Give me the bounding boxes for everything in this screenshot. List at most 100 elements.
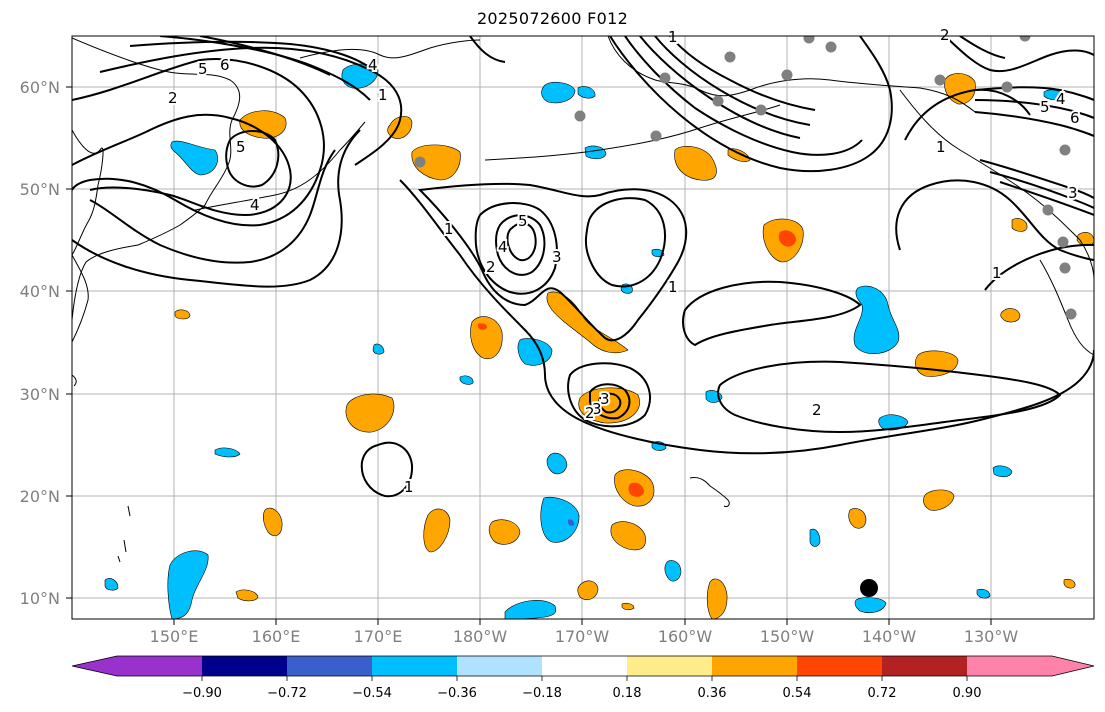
contour-label: 3 [552, 248, 562, 266]
contour-line [598, 392, 622, 414]
contour-line [979, 159, 1094, 199]
contour-label: 1 [992, 264, 1002, 282]
station-marker [724, 51, 736, 63]
colorbar-segment [882, 656, 967, 676]
colorbar-segment [457, 656, 542, 676]
contour-label: 2 [585, 404, 595, 422]
positive-region [848, 508, 867, 529]
lon-label: 170°E [354, 627, 403, 646]
negative-region [170, 140, 219, 176]
negative-region [853, 285, 900, 354]
coastline-aleutian-west [194, 121, 366, 211]
colorbar-segment [372, 656, 457, 676]
colorbar-segment [542, 656, 627, 676]
latitude-labels: 60°N 50°N 40°N 30°N 20°N 10°N [20, 78, 60, 608]
contour-label: 5 [198, 60, 208, 78]
lon-label: 180°W [453, 627, 508, 646]
station-marker [755, 104, 767, 116]
colorbar-tick-label: −0.90 [182, 686, 222, 701]
plot-frame [71, 35, 1095, 620]
coastline-chukotka [299, 39, 481, 59]
contour-line [225, 130, 280, 188]
lon-label: 170°W [555, 627, 610, 646]
coastlines [72, 36, 1094, 563]
lon-label: 130°W [964, 627, 1019, 646]
contour-label: 1 [668, 278, 678, 296]
coastline-alaska [607, 36, 976, 113]
contour-line [959, 36, 1006, 59]
lat-label: 30°N [20, 385, 60, 404]
colorbar-tick-label: −0.18 [522, 686, 562, 701]
station-marker [1042, 204, 1054, 216]
lat-label: 10°N [20, 589, 60, 608]
axis-ticks [66, 86, 992, 625]
negative-region [664, 560, 682, 582]
station-marker [712, 95, 724, 107]
lon-label: 140°W [862, 627, 917, 646]
contour-label: 4 [1056, 90, 1066, 108]
negative-region [878, 414, 909, 431]
positive-region [345, 393, 395, 433]
contour-label: 3 [600, 390, 610, 408]
positive-region [411, 144, 461, 181]
lon-label: 150°E [150, 627, 199, 646]
contour-line [89, 149, 336, 264]
station-markers [414, 36, 1077, 320]
negative-region [1043, 89, 1065, 101]
colorbar-tick-label: 0.18 [613, 686, 642, 701]
contour-line [72, 129, 361, 288]
contour-line [654, 36, 811, 126]
colorbar-tick-label: −0.36 [437, 686, 477, 701]
contour-line [567, 362, 651, 428]
coastline-asia [72, 37, 241, 321]
colorbar-segment [712, 656, 797, 676]
station-marker [1019, 36, 1031, 42]
contour-line [717, 360, 1062, 434]
contour-label: 3 [1068, 184, 1078, 202]
station-marker [781, 69, 793, 81]
strong-positive-region [628, 482, 644, 497]
contour-line [999, 181, 1094, 216]
lat-label: 50°N [20, 180, 60, 199]
contour-line [974, 86, 1094, 101]
contour-label: 5 [518, 212, 528, 230]
contour-line [72, 58, 325, 227]
contour-line [989, 171, 1094, 209]
contour-label: 2 [168, 89, 178, 107]
contour-label: 4 [250, 196, 260, 214]
contour-line [469, 36, 506, 63]
station-marker [1001, 81, 1013, 93]
contour-label: 1 [936, 138, 946, 156]
positive-region [577, 580, 599, 600]
negative-region [809, 528, 821, 547]
colorbar-outline [71, 655, 1095, 677]
coastline-small-islands [117, 505, 131, 563]
negative-region [976, 588, 991, 599]
contour-line [129, 40, 376, 73]
contour-labels: 5 6 2 1 5 4 1 4 5 3 2 1 3 3 2 2 1 1 2 5 … [166, 24, 1082, 498]
lat-label: 40°N [20, 282, 60, 301]
contour-label: 5 [236, 138, 246, 156]
station-marker [1059, 144, 1071, 156]
positive-region [235, 589, 259, 602]
contour-line [506, 222, 537, 262]
positive-region [263, 507, 283, 537]
contour-label: 1 [378, 86, 388, 104]
contour-line [417, 182, 688, 342]
coastline-east-asia [72, 254, 89, 343]
positive-region [1063, 578, 1076, 589]
negative-region [992, 465, 1013, 478]
contour-line [99, 46, 403, 166]
positive-region [621, 602, 635, 611]
lon-label: 150°W [760, 627, 815, 646]
coastline-kamchatka [72, 129, 104, 256]
colorbar-extend-high [1052, 656, 1094, 676]
contour-lines [72, 36, 1094, 498]
station-marker [1065, 308, 1077, 320]
contour-label: 6 [1070, 109, 1080, 127]
contour-line [494, 214, 546, 276]
station-marker [1059, 262, 1071, 274]
coastline-hawaii [689, 477, 730, 507]
positive-region [488, 519, 521, 545]
